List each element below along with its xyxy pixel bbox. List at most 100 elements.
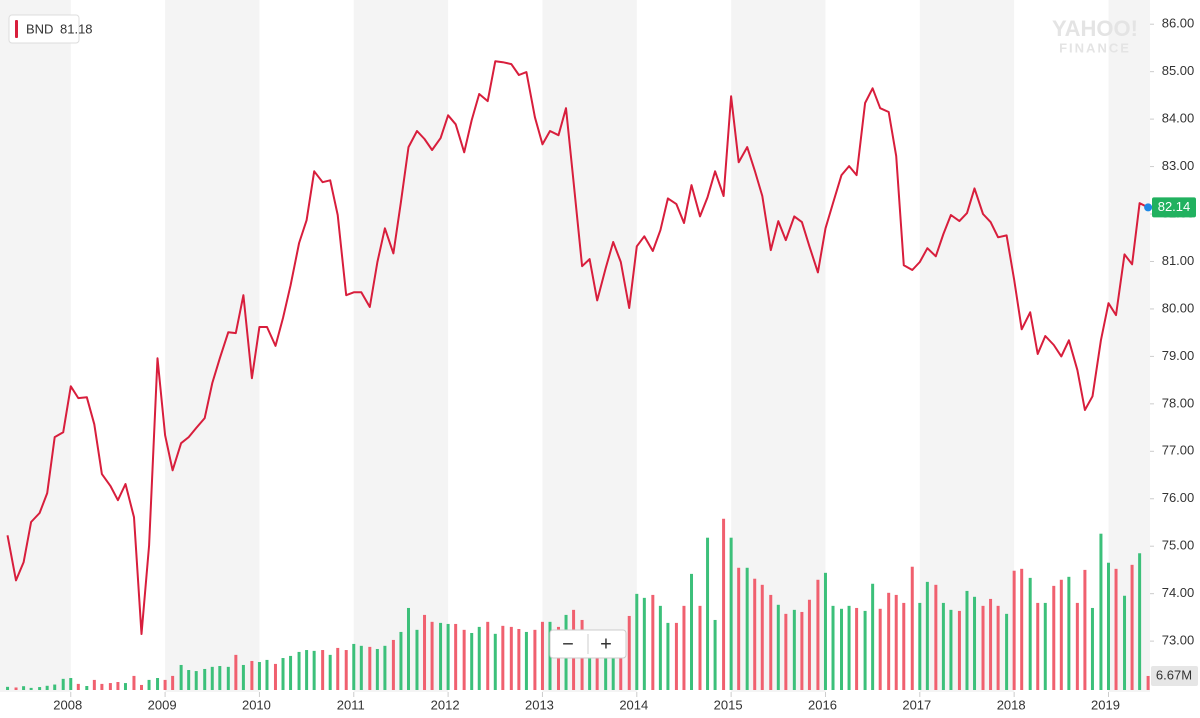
watermark: YAHOO!	[1052, 16, 1138, 41]
volume-label: 6.67M	[1156, 667, 1192, 682]
volume-bar	[321, 650, 325, 690]
volume-bar	[878, 608, 882, 690]
volume-bar	[611, 643, 615, 690]
volume-bar	[996, 605, 1000, 690]
volume-bar	[493, 633, 497, 690]
volume-bar	[359, 645, 363, 690]
volume-bar	[76, 683, 80, 690]
volume-bar	[517, 628, 521, 690]
volume-bar	[92, 679, 96, 690]
x-tick-label: 2015	[714, 697, 743, 712]
volume-bar	[241, 664, 245, 690]
volume-bar	[1005, 613, 1009, 690]
volume-bar	[604, 632, 608, 690]
volume-bar	[595, 641, 599, 690]
volume-bar	[847, 605, 851, 690]
x-tick-label: 2009	[148, 697, 177, 712]
zoom-in[interactable]: +	[600, 633, 612, 655]
volume-bar	[147, 679, 151, 690]
volume-bar	[973, 596, 977, 690]
watermark: FINANCE	[1059, 40, 1131, 55]
y-tick-label: 79.00	[1162, 348, 1195, 363]
x-tick-label: 2012	[431, 697, 460, 712]
volume-bar	[406, 607, 410, 690]
volume-bar	[682, 605, 686, 690]
volume-bar	[1090, 607, 1094, 690]
legend-swatch	[15, 20, 18, 38]
volume-bar	[123, 683, 127, 690]
volume-label-box	[1151, 665, 1198, 686]
zoom-out[interactable]: −	[562, 633, 574, 655]
year-band	[542, 0, 637, 692]
volume-layer	[6, 518, 1150, 690]
volume-bar	[187, 670, 191, 690]
volume-bar	[627, 615, 631, 690]
volume-bar	[1012, 570, 1016, 690]
volume-bar	[588, 633, 592, 690]
year-band	[731, 0, 826, 692]
legend-label: BND	[26, 21, 53, 36]
last-price-box	[1152, 197, 1196, 218]
volume-bar	[658, 605, 662, 690]
volume-bar	[446, 623, 450, 690]
volume-bar	[1146, 675, 1150, 690]
y-tick-label: 81.00	[1162, 253, 1195, 268]
volume-bar	[305, 650, 309, 690]
volume-bar	[941, 602, 945, 690]
volume-bar	[179, 664, 183, 690]
volume-bar	[831, 605, 835, 690]
volume-bar	[894, 594, 898, 690]
year-band	[353, 0, 449, 692]
volume-bar	[816, 579, 820, 690]
volume-bar	[642, 597, 646, 690]
volume-bar	[635, 593, 639, 690]
legend-value: 81.18	[60, 21, 93, 36]
volume-bar	[1028, 577, 1032, 690]
volume-bar	[1059, 579, 1063, 690]
volume-bar	[1043, 602, 1047, 690]
volume-bar	[776, 604, 780, 690]
volume-bar	[391, 639, 395, 690]
volume-bar	[439, 622, 443, 690]
y-tick-label: 86.00	[1162, 16, 1195, 31]
last-price-label: 82.14	[1158, 199, 1191, 214]
year-band	[165, 0, 260, 692]
volume-bar	[807, 599, 811, 690]
year-band	[919, 0, 1015, 692]
volume-bar	[69, 678, 73, 690]
volume-bar	[38, 687, 42, 690]
volume-bar	[328, 654, 332, 690]
volume-bar	[706, 537, 710, 690]
y-tick-label: 85.00	[1162, 63, 1195, 78]
volume-bar	[45, 685, 49, 690]
volume-bar	[226, 666, 230, 690]
volume-bar	[713, 619, 717, 690]
right-axis-bg	[1150, 0, 1200, 718]
price-layer	[6, 60, 1149, 635]
x-tick-label: 2019	[1091, 697, 1120, 712]
volume-bar	[399, 631, 403, 690]
volume-bar	[784, 613, 788, 690]
volume-bar	[1083, 569, 1087, 690]
y-tick-label: 83.00	[1162, 158, 1195, 173]
legend: BND 81.18	[8, 14, 93, 44]
volume-bar	[297, 651, 301, 690]
zoom-controls: − +	[549, 629, 627, 659]
y-tick-label: 76.00	[1162, 490, 1195, 505]
volume-bar	[1067, 576, 1071, 690]
volume-bar	[470, 632, 474, 690]
volume-bar	[533, 629, 537, 690]
volume-bar	[1099, 533, 1103, 690]
volume-bar	[281, 658, 285, 690]
x-tick-label: 2008	[53, 697, 82, 712]
volume-bar	[234, 654, 238, 690]
volume-bar	[14, 687, 18, 690]
volume-bar	[6, 686, 10, 690]
volume-bar	[863, 610, 867, 690]
price-line	[6, 60, 1149, 635]
volume-bar	[289, 655, 293, 690]
volume-bar	[1020, 568, 1024, 690]
volume-bar	[368, 646, 372, 690]
volume-bar	[540, 621, 544, 690]
